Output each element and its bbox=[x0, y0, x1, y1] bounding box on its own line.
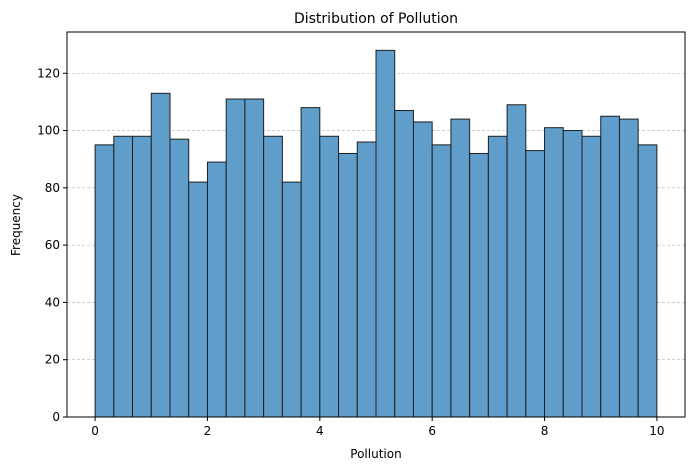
histogram-bar-24 bbox=[525, 150, 546, 418]
histogram-bar-8 bbox=[225, 98, 246, 418]
y-tick-label-60: 60 bbox=[45, 238, 60, 252]
x-tick-label-4: 4 bbox=[316, 424, 324, 438]
histogram-bar-10 bbox=[263, 135, 283, 418]
x-tick-label-10: 10 bbox=[649, 424, 664, 438]
x-axis-label: Pollution bbox=[350, 447, 401, 461]
histogram-bar-16 bbox=[375, 49, 396, 418]
histogram-bar-14 bbox=[338, 152, 358, 418]
histogram-bar-2 bbox=[113, 135, 134, 418]
histogram-bar-12 bbox=[300, 107, 321, 418]
histogram-bar-5 bbox=[169, 138, 190, 418]
histogram-bar-29 bbox=[618, 118, 639, 418]
y-tick-label-0: 0 bbox=[52, 410, 60, 424]
y-axis-ticks: 0 20 40 60 80 100 120 bbox=[37, 66, 67, 424]
histogram-bar-28 bbox=[600, 115, 620, 418]
x-tick-label-2: 2 bbox=[204, 424, 212, 438]
y-tick-label-120: 120 bbox=[37, 66, 60, 80]
histogram-bar-23 bbox=[506, 104, 527, 418]
x-axis-ticks: 0 2 4 6 8 10 bbox=[91, 417, 665, 438]
x-tick-label-0: 0 bbox=[91, 424, 99, 438]
x-tick-label-8: 8 bbox=[541, 424, 549, 438]
y-tick-label-100: 100 bbox=[37, 124, 60, 138]
histogram-bar-6 bbox=[188, 181, 208, 418]
histogram-bar-20 bbox=[450, 118, 471, 418]
plot-frame bbox=[66, 31, 686, 418]
histogram-bar-26 bbox=[562, 130, 583, 418]
histogram-bars bbox=[94, 49, 658, 418]
histogram-bar-1 bbox=[94, 144, 115, 418]
histogram-bar-19 bbox=[431, 144, 452, 418]
chart-title: Distribution of Pollution bbox=[294, 11, 458, 27]
histogram-bar-17 bbox=[394, 109, 414, 418]
histogram-bar-30 bbox=[637, 144, 658, 418]
histogram-bar-3 bbox=[132, 135, 152, 418]
histogram-bar-13 bbox=[319, 135, 340, 418]
histogram-bar-11 bbox=[281, 181, 302, 418]
histogram-bar-9 bbox=[244, 98, 265, 418]
x-tick-label-6: 6 bbox=[428, 424, 436, 438]
histogram-bar-7 bbox=[206, 161, 227, 418]
histogram-bar-18 bbox=[412, 121, 433, 418]
histogram-bar-25 bbox=[544, 127, 564, 418]
histogram-bar-22 bbox=[487, 135, 508, 418]
y-tick-label-80: 80 bbox=[45, 181, 60, 195]
histogram-bar-4 bbox=[150, 92, 171, 418]
y-tick-label-20: 20 bbox=[45, 353, 60, 367]
y-axis-label: Frequency bbox=[9, 194, 23, 256]
y-tick-label-40: 40 bbox=[45, 295, 60, 309]
histogram-bar-27 bbox=[581, 135, 602, 418]
histogram-bar-15 bbox=[356, 141, 377, 418]
histogram-bar-21 bbox=[469, 152, 489, 418]
